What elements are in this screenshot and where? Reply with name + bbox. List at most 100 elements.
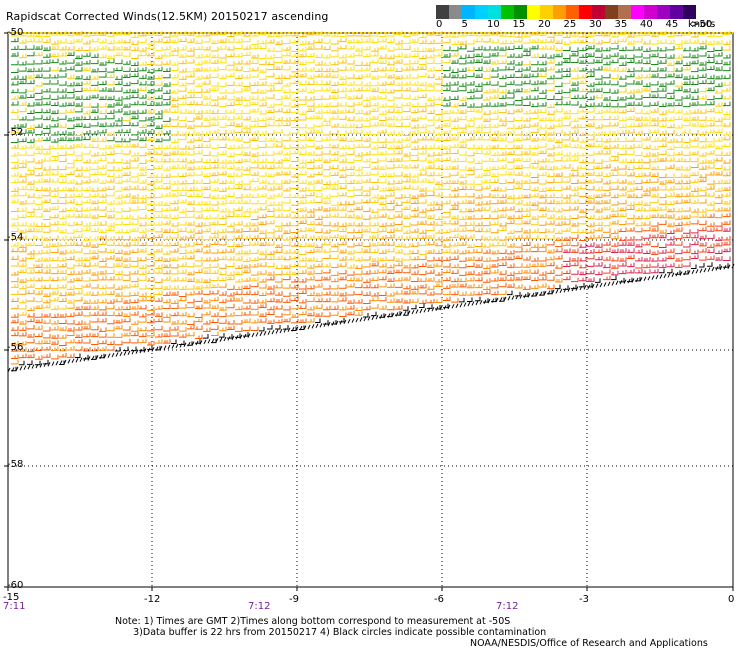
wind-barb	[259, 220, 267, 226]
wind-barb	[667, 116, 675, 121]
wind-barb	[603, 31, 611, 37]
wind-barb	[275, 58, 283, 64]
wind-barb	[723, 256, 731, 261]
wind-barb	[155, 66, 163, 72]
wind-barb	[419, 270, 427, 276]
colorbar-swatch	[683, 5, 696, 19]
wind-barb	[667, 80, 675, 85]
wind-barb	[267, 94, 275, 99]
wind-barb	[19, 159, 27, 164]
wind-barb	[203, 303, 211, 309]
wind-barb	[539, 124, 547, 129]
wind-barb	[611, 207, 619, 212]
wind-barb	[707, 95, 715, 101]
wind-barb	[227, 164, 235, 170]
wind-barb	[107, 235, 115, 241]
wind-barb	[499, 164, 507, 169]
wind-barb	[395, 220, 403, 226]
wind-barb	[307, 242, 315, 247]
wind-barb	[427, 186, 435, 192]
wind-barb	[67, 101, 75, 107]
wind-barb	[371, 81, 379, 87]
wind-barb	[403, 229, 411, 234]
wind-barb	[27, 324, 35, 330]
wind-barb	[579, 59, 587, 64]
wind-barb	[363, 102, 371, 107]
wind-barb	[235, 199, 243, 204]
wind-barb	[27, 51, 35, 57]
wind-barb	[59, 157, 67, 162]
wind-barb	[123, 346, 129, 352]
wind-barb	[587, 135, 595, 141]
edge-barb	[479, 300, 483, 305]
wind-barb	[179, 340, 185, 346]
wind-barb	[147, 145, 155, 150]
wind-barb	[219, 326, 227, 332]
wind-barb	[203, 58, 211, 64]
wind-barb	[635, 158, 643, 163]
wind-barb	[475, 296, 481, 302]
edge-barb	[311, 324, 315, 329]
wind-barb	[379, 54, 387, 59]
edge-barb	[719, 265, 723, 271]
wind-barb	[651, 165, 659, 171]
wind-barb	[547, 137, 555, 142]
wind-barb	[179, 100, 187, 106]
wind-barb	[331, 135, 339, 141]
wind-barb	[555, 107, 563, 113]
wind-barb	[115, 66, 123, 72]
wind-barb	[707, 192, 715, 197]
wind-barb	[267, 275, 275, 281]
wind-barb	[51, 144, 59, 149]
wind-barb	[35, 332, 43, 337]
wind-barb	[123, 263, 131, 268]
wind-barb	[203, 116, 211, 121]
wind-barb	[67, 255, 75, 261]
edge-barb	[347, 319, 351, 324]
edge-barb	[59, 360, 63, 365]
wind-barb	[251, 276, 259, 282]
wind-barb	[59, 151, 67, 156]
wind-barb	[379, 72, 387, 78]
wind-barb	[451, 227, 459, 232]
wind-barb	[179, 53, 187, 58]
edge-barb	[183, 342, 187, 347]
wind-barb	[555, 138, 563, 143]
wind-barb	[67, 213, 75, 218]
wind-barb	[115, 108, 123, 113]
wind-barb	[115, 324, 123, 330]
wind-barb	[227, 61, 235, 66]
wind-barb	[467, 47, 475, 52]
wind-barb	[259, 184, 267, 190]
wind-barb	[539, 171, 547, 177]
wind-barb	[611, 80, 619, 86]
wind-barb	[723, 199, 731, 205]
wind-barb	[579, 53, 587, 58]
wind-barb	[115, 187, 123, 192]
wind-barb	[467, 297, 473, 302]
wind-barb	[371, 248, 379, 253]
wind-barb	[627, 262, 635, 268]
wind-barb	[427, 96, 435, 101]
wind-barb	[651, 242, 659, 248]
wind-barb	[323, 45, 331, 51]
wind-barb	[467, 122, 475, 127]
wind-barb	[123, 177, 131, 183]
edge-barb	[235, 335, 239, 340]
wind-barb	[171, 233, 179, 239]
edge-barb	[303, 325, 307, 330]
edge-barb	[19, 366, 23, 371]
wind-barb	[243, 199, 251, 205]
wind-barb	[491, 67, 499, 72]
wind-barb	[67, 65, 75, 71]
wind-barb	[467, 199, 475, 204]
wind-barb	[507, 276, 515, 281]
wind-barb	[699, 44, 707, 50]
wind-barb	[147, 31, 155, 36]
wind-barb	[315, 304, 323, 309]
wind-barb	[171, 66, 179, 72]
edge-barb	[67, 359, 71, 364]
colorbar-swatch	[488, 5, 501, 19]
wind-barb	[331, 284, 339, 290]
wind-barb	[203, 242, 211, 248]
